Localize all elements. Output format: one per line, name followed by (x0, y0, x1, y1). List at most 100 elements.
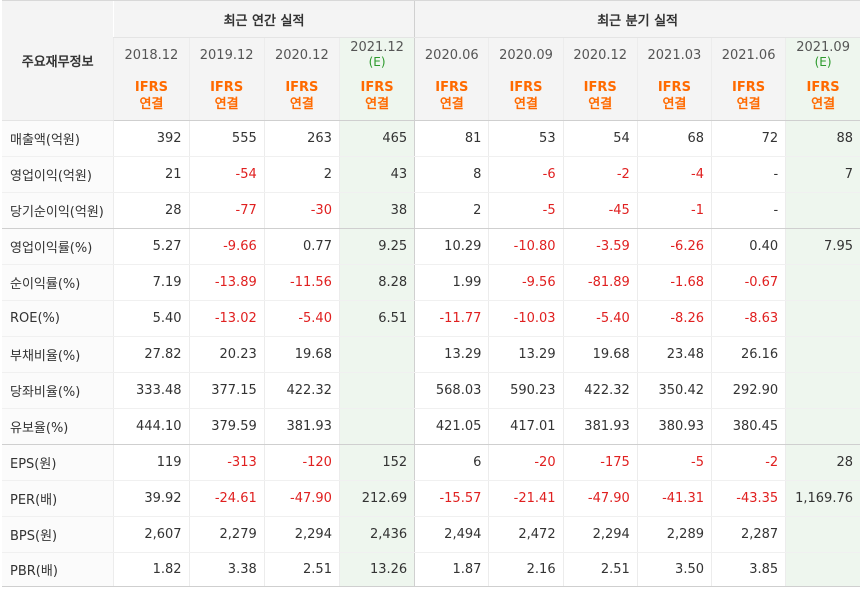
value-cell: -0.67 (710, 264, 786, 301)
value-cell: 381.93 (263, 408, 340, 445)
consolidated-label: 연결 (588, 97, 613, 113)
value-cell: 152 (338, 444, 415, 481)
value-cell: 2 (263, 156, 340, 193)
value-cell: 2,279 (188, 516, 265, 553)
value-cell (785, 372, 860, 409)
table-row: 순이익률(%) 7.19 -13.89 -11.56 8.28 1.99 -9.56 -81.… (2, 264, 860, 301)
value-cell: 422.32 (562, 372, 638, 409)
value-cell: 28 (113, 192, 190, 229)
ifrs-header-row: IFRS 연결 IFRS 연결 IFRS 연결 IFRS 연결 IFRS 연결 IFRS 연결 IFRS… (2, 72, 860, 121)
ifrs-label: IFRS (732, 80, 766, 96)
row-label: 당기순이익(억원) (2, 192, 114, 229)
estimate-tag: (E) (368, 55, 386, 70)
ifrs-header: IFRS 연결 (488, 72, 564, 121)
value-cell: 13.29 (488, 336, 564, 373)
value-cell: 2,294 (263, 516, 340, 553)
period-header: 2021.06 (710, 37, 786, 73)
value-cell: 2.51 (562, 552, 638, 587)
value-cell: 392 (113, 120, 190, 157)
consolidated-label: 연결 (439, 97, 464, 113)
quarter-group-header: 최근 분기 실적 (414, 0, 860, 38)
value-cell: -47.90 (562, 480, 638, 517)
value-cell: -20 (488, 444, 564, 481)
value-cell (785, 516, 860, 553)
value-cell: 422.32 (263, 372, 340, 409)
row-label: 유보율(%) (2, 408, 114, 445)
row-label: 매출액(억원) (2, 120, 114, 157)
period-date: 2018.12 (124, 47, 179, 63)
consolidated-label: 연결 (139, 97, 164, 113)
ifrs-label: IFRS (360, 80, 394, 96)
value-cell: -6 (488, 156, 564, 193)
value-cell: 39.92 (113, 480, 190, 517)
ifrs-header: IFRS 연결 (785, 72, 860, 121)
table-row: 당좌비율(%) 333.48 377.15 422.32 568.03 590.23 422… (2, 372, 860, 409)
table-row: 당기순이익(억원) 28 -77 -30 38 2 -5 -45 -1- (2, 192, 860, 229)
row-label: 당좌비율(%) (2, 372, 114, 409)
period-date: 2020.09 (499, 47, 553, 63)
value-cell: 72 (710, 120, 786, 157)
ifrs-header: IFRS 연결 (263, 72, 340, 121)
value-cell: 568.03 (414, 372, 489, 409)
consolidated-label: 연결 (365, 97, 390, 113)
ifrs-label: IFRS (210, 80, 244, 96)
value-cell: -10.03 (488, 300, 564, 337)
row-label: PER(배) (2, 480, 114, 517)
value-cell: 9.25 (338, 228, 415, 265)
value-cell: 350.42 (636, 372, 712, 409)
value-cell: -8.26 (636, 300, 712, 337)
value-cell: 590.23 (488, 372, 564, 409)
value-cell: 23.48 (636, 336, 712, 373)
value-cell: 8.28 (338, 264, 415, 301)
value-cell: 88 (785, 120, 860, 157)
value-cell (338, 372, 415, 409)
value-cell: 1.82 (113, 552, 190, 587)
value-cell: -313 (188, 444, 265, 481)
value-cell: -13.02 (188, 300, 265, 337)
value-cell (785, 408, 860, 445)
value-cell: 6 (414, 444, 489, 481)
value-cell: 333.48 (113, 372, 190, 409)
consolidated-label: 연결 (736, 97, 761, 113)
period-header: 2019.12 (188, 37, 265, 73)
value-cell (785, 300, 860, 337)
period-date: 2020.12 (573, 47, 628, 63)
value-cell: -120 (263, 444, 340, 481)
value-cell (785, 264, 860, 301)
value-cell: 379.59 (188, 408, 265, 445)
value-cell: 2,494 (414, 516, 489, 553)
value-cell: 417.01 (488, 408, 564, 445)
value-cell: 8 (414, 156, 489, 193)
estimate-tag: (E) (814, 55, 832, 70)
annual-group-header: 최근 연간 실적 (113, 0, 415, 38)
value-cell: -5.40 (263, 300, 340, 337)
value-cell (785, 336, 860, 373)
value-cell: 3.50 (636, 552, 712, 587)
value-cell: -24.61 (188, 480, 265, 517)
value-cell: 2,436 (338, 516, 415, 553)
value-cell (785, 552, 860, 587)
value-cell: 1,169.76 (785, 480, 860, 517)
ifrs-label: IFRS (435, 80, 469, 96)
value-cell: 13.26 (338, 552, 415, 587)
period-date: 2021.09 (796, 40, 850, 56)
period-header: 2018.12 (113, 37, 190, 73)
value-cell: 119 (113, 444, 190, 481)
row-label: ROE(%) (2, 300, 114, 337)
period-header: 2020.09 (488, 37, 564, 73)
value-cell: -45 (562, 192, 638, 229)
table-row: PBR(배) 1.82 3.38 2.51 13.26 1.87 2.16 2.51 3.50 3… (2, 552, 860, 587)
value-cell: 444.10 (113, 408, 190, 445)
value-cell: - (710, 156, 786, 193)
value-cell: -9.56 (488, 264, 564, 301)
table-row: PER(배) 39.92 -24.61 -47.90 212.69 -15.57 -21.4… (2, 480, 860, 517)
value-cell: 10.29 (414, 228, 489, 265)
period-header: 2021.12 (E) (338, 37, 415, 73)
row-label: 순이익률(%) (2, 264, 114, 301)
value-cell: 38 (338, 192, 415, 229)
ifrs-label: IFRS (583, 80, 617, 96)
ifrs-label: IFRS (509, 80, 543, 96)
value-cell: 81 (414, 120, 489, 157)
value-cell (338, 336, 415, 373)
consolidated-label: 연결 (214, 97, 239, 113)
